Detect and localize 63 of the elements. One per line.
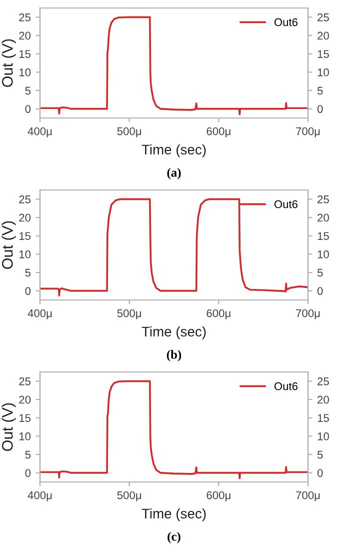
y2-tick-label: 20: [318, 396, 329, 404]
y-tick-label: 15: [19, 232, 31, 240]
line-series: [40, 16, 308, 116]
x-tick-label: 400μ: [28, 309, 52, 320]
y-tick-label: 20: [19, 396, 31, 404]
x-axis-title: Time (sec): [142, 144, 206, 158]
x-tick-label: 500μ: [117, 309, 141, 320]
y-tick-label: 5: [25, 86, 31, 95]
x-tick-label: 500μ: [117, 491, 141, 502]
y2-tick-label: 15: [318, 50, 329, 58]
y2-tick-label: 0: [317, 105, 323, 113]
y2-tick-label: 0: [317, 469, 323, 477]
legend-label: Out6: [274, 18, 298, 26]
y2-tick-label: 10: [318, 432, 329, 440]
legend-label: Out6: [274, 382, 298, 390]
y2-tick-label: 5: [317, 86, 323, 95]
y-tick-label: 10: [19, 68, 31, 76]
y-axis-title: Out (V): [2, 403, 16, 451]
text: (a): [167, 168, 181, 180]
y2-tick-label: 5: [317, 268, 323, 277]
y-axis-title: Out (V): [2, 221, 16, 269]
x-tick-label: 600μ: [206, 309, 230, 320]
y-tick-label: 10: [19, 432, 31, 440]
y-tick-label: 0: [25, 469, 31, 477]
x-axis-title: Time (sec): [142, 326, 206, 340]
y-tick-label: 25: [19, 13, 31, 22]
y2-tick-label: 0: [317, 287, 323, 295]
y-tick-label: 10: [19, 250, 31, 258]
y2-tick-label: 25: [318, 377, 329, 386]
y2-tick-label: 20: [318, 32, 329, 40]
y2-tick-label: 10: [318, 68, 329, 76]
y-tick-label: 25: [19, 195, 31, 204]
text: (c): [168, 532, 180, 544]
x-tick-label: 400μ: [28, 491, 52, 502]
x-axis-title: Time (sec): [142, 508, 206, 522]
y-tick-label: 25: [19, 377, 31, 386]
y-tick-label: 15: [19, 414, 31, 422]
x-tick-label: 600μ: [206, 127, 230, 138]
y-tick-label: 5: [25, 268, 31, 277]
y-axis-title: Out (V): [2, 39, 16, 87]
y2-tick-label: 25: [318, 13, 329, 22]
y2-tick-label: 15: [318, 232, 329, 240]
y-tick-label: 0: [25, 105, 31, 113]
y-tick-label: 0: [25, 287, 31, 295]
y-tick-label: 5: [25, 450, 31, 459]
y2-tick-label: 10: [318, 250, 329, 258]
x-tick-label: 700μ: [296, 127, 320, 138]
y-tick-label: 20: [19, 32, 31, 40]
line-series: [40, 198, 308, 297]
y2-tick-label: 5: [317, 450, 323, 459]
legend-label: Out6: [274, 200, 298, 208]
x-tick-label: 400μ: [28, 127, 52, 138]
y2-tick-label: 20: [318, 214, 329, 222]
y-tick-label: 15: [19, 50, 31, 58]
line-series: [40, 380, 308, 480]
text: (b): [166, 350, 182, 362]
y2-tick-label: 15: [318, 414, 329, 422]
y-tick-label: 20: [19, 214, 31, 222]
y2-tick-label: 25: [318, 195, 329, 204]
x-tick-label: 700μ: [296, 491, 320, 502]
x-tick-label: 500μ: [117, 127, 141, 138]
x-tick-label: 700μ: [296, 309, 320, 320]
x-tick-label: 600μ: [206, 491, 230, 502]
